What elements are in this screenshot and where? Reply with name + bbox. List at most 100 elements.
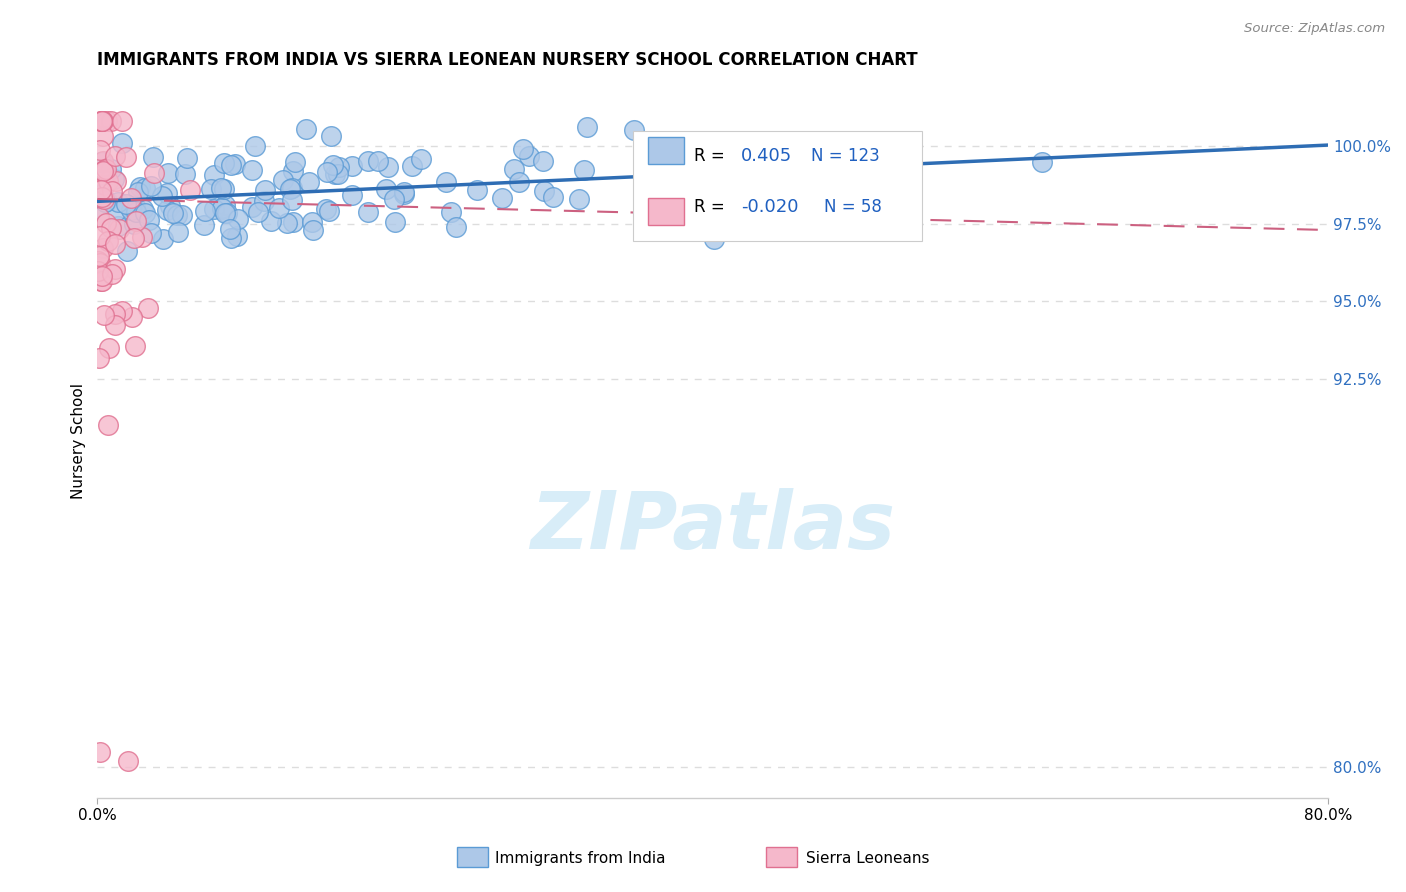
Point xyxy=(94,195,117,210)
Point xyxy=(111,136,134,150)
Point xyxy=(90,190,112,204)
Point xyxy=(94,162,117,177)
Point xyxy=(508,176,530,190)
Text: R =: R = xyxy=(695,146,730,164)
Point xyxy=(100,221,122,235)
Point xyxy=(211,180,233,194)
Point xyxy=(121,201,143,215)
Point xyxy=(193,219,215,233)
Point xyxy=(91,186,114,201)
Point xyxy=(90,183,112,197)
Point xyxy=(89,744,111,758)
Point xyxy=(342,159,364,173)
Point xyxy=(242,162,264,177)
FancyBboxPatch shape xyxy=(648,198,685,226)
Point xyxy=(124,339,146,353)
Point xyxy=(114,197,136,211)
Point xyxy=(240,200,263,214)
Point xyxy=(124,199,146,213)
Point xyxy=(122,230,145,244)
Point xyxy=(243,139,266,153)
Point xyxy=(531,153,554,168)
Point xyxy=(392,187,415,202)
Point xyxy=(90,155,112,169)
Point xyxy=(444,220,467,235)
Point xyxy=(108,221,131,235)
Point xyxy=(101,184,124,198)
Point xyxy=(117,754,139,768)
Point xyxy=(97,234,120,248)
Point xyxy=(104,174,127,188)
Point xyxy=(96,114,118,128)
Point xyxy=(87,264,110,278)
Point xyxy=(356,204,378,219)
Point xyxy=(132,202,155,216)
Point xyxy=(91,269,114,284)
Point xyxy=(260,214,283,228)
Point xyxy=(104,318,127,332)
Point xyxy=(253,194,276,209)
Point xyxy=(156,186,179,201)
Point xyxy=(89,228,111,243)
Point xyxy=(170,208,193,222)
Point xyxy=(127,185,149,199)
Point xyxy=(214,206,236,220)
Point xyxy=(623,123,645,137)
Point xyxy=(465,183,488,197)
Point xyxy=(117,244,139,259)
Point xyxy=(90,114,112,128)
Point xyxy=(111,114,134,128)
Point xyxy=(173,167,195,181)
Point xyxy=(703,169,725,184)
Point xyxy=(533,184,555,198)
Point xyxy=(87,351,110,365)
Point xyxy=(87,211,110,225)
Point xyxy=(315,202,337,216)
Point xyxy=(91,155,114,169)
Text: N = 123: N = 123 xyxy=(811,146,880,164)
Point xyxy=(134,181,156,195)
Point xyxy=(87,248,110,262)
Point xyxy=(280,181,302,195)
Point xyxy=(375,182,398,196)
FancyBboxPatch shape xyxy=(633,130,922,241)
Point xyxy=(101,267,124,281)
Point xyxy=(434,175,457,189)
Point xyxy=(89,143,111,157)
Point xyxy=(93,192,115,206)
Point xyxy=(104,237,127,252)
Point xyxy=(226,228,249,243)
Point xyxy=(298,175,321,189)
Point xyxy=(202,168,225,182)
Point xyxy=(120,191,142,205)
Point xyxy=(98,341,121,355)
Point xyxy=(315,165,337,179)
Point xyxy=(226,211,249,226)
Point xyxy=(284,154,307,169)
Point xyxy=(139,179,162,194)
Point xyxy=(568,193,591,207)
Point xyxy=(87,210,110,224)
Point xyxy=(139,226,162,240)
Point xyxy=(156,166,179,180)
Point xyxy=(93,308,115,322)
Point xyxy=(214,198,236,212)
Point xyxy=(377,161,399,175)
Point xyxy=(302,223,325,237)
Point xyxy=(136,301,159,315)
Point xyxy=(679,167,702,181)
Point xyxy=(134,206,156,220)
Point xyxy=(167,225,190,239)
Point xyxy=(162,206,184,220)
Point xyxy=(104,149,127,163)
Point xyxy=(219,158,242,172)
Point xyxy=(295,122,318,136)
Point xyxy=(572,162,595,177)
Point xyxy=(326,167,349,181)
Point xyxy=(125,205,148,219)
Point xyxy=(90,274,112,288)
Point xyxy=(125,214,148,228)
Point xyxy=(100,162,122,177)
Point xyxy=(322,158,344,172)
Point xyxy=(142,150,165,164)
